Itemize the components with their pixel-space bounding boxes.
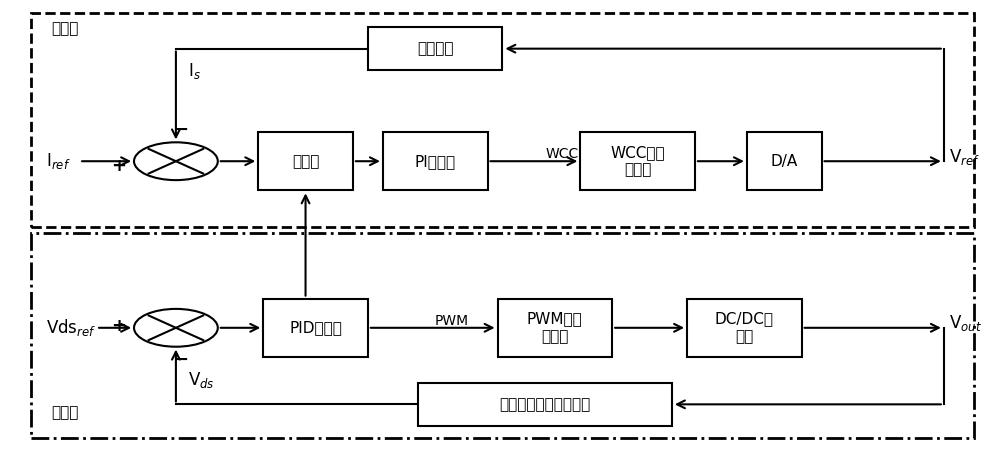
Text: 调整管漏源极电压反馈: 调整管漏源极电压反馈	[499, 397, 590, 412]
Text: PWM细化
输出器: PWM细化 输出器	[527, 312, 583, 344]
FancyBboxPatch shape	[383, 132, 488, 190]
Text: 电流环: 电流环	[51, 22, 79, 37]
Text: V$_{ref}$: V$_{ref}$	[949, 147, 980, 167]
Text: I$_s$: I$_s$	[188, 61, 201, 81]
Circle shape	[134, 142, 218, 180]
Text: +: +	[111, 157, 126, 175]
Text: PWM: PWM	[435, 314, 469, 328]
Text: V$_{ds}$: V$_{ds}$	[188, 370, 215, 390]
Text: I$_{ref}$: I$_{ref}$	[46, 151, 71, 171]
Text: D/A: D/A	[771, 154, 798, 169]
FancyBboxPatch shape	[263, 299, 368, 357]
FancyBboxPatch shape	[368, 27, 502, 70]
Text: −: −	[173, 120, 188, 139]
Text: DC/DC变
换器: DC/DC变 换器	[715, 312, 774, 344]
Circle shape	[134, 309, 218, 347]
Text: 电压环: 电压环	[51, 405, 79, 420]
Text: WCC细化
输出器: WCC细化 输出器	[610, 145, 665, 178]
FancyBboxPatch shape	[747, 132, 822, 190]
Text: WCC: WCC	[545, 148, 578, 161]
Text: Vds$_{ref}$: Vds$_{ref}$	[46, 317, 97, 338]
FancyBboxPatch shape	[258, 132, 353, 190]
Text: 电流反馈: 电流反馈	[417, 41, 453, 56]
Text: +: +	[111, 317, 126, 335]
Text: V$_{out}$: V$_{out}$	[949, 313, 982, 333]
Text: 启动器: 启动器	[292, 154, 319, 169]
Text: −: −	[173, 351, 188, 369]
FancyBboxPatch shape	[687, 299, 802, 357]
FancyBboxPatch shape	[580, 132, 695, 190]
FancyBboxPatch shape	[498, 299, 612, 357]
FancyBboxPatch shape	[418, 383, 672, 426]
Text: PI控制器: PI控制器	[415, 154, 456, 169]
Text: PID控制器: PID控制器	[289, 320, 342, 335]
